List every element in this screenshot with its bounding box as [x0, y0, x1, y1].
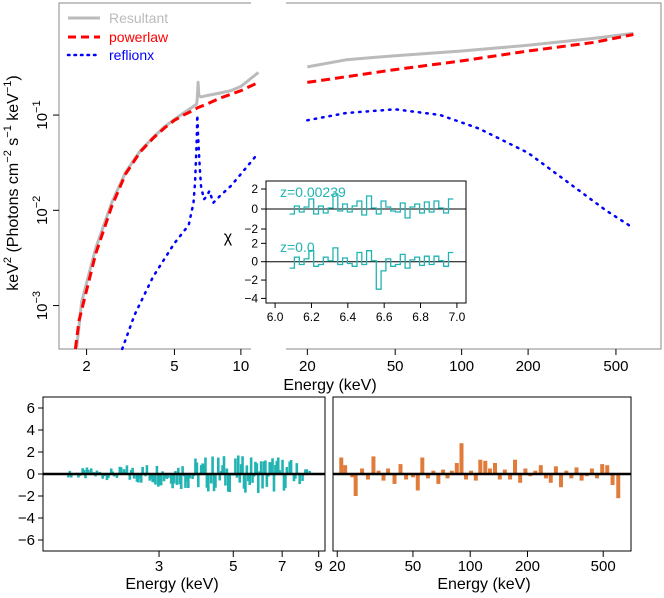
y-tick-label: 10−3 [31, 291, 51, 320]
series-powerlaw-line [73, 81, 260, 350]
inset-y-tick-label: 0 [251, 202, 258, 216]
series-powerlaw-line [307, 33, 634, 84]
spectrum-y-axis-label: keV2 (Photons cm−2 s−1 keV−1) [2, 75, 22, 290]
residuals-high-content: 20 50 100 200 500 [329, 443, 631, 575]
residuals-y-tick-label: −4 [18, 510, 35, 527]
inset-residual-step [289, 247, 454, 290]
residuals-y-tick-label: −2 [18, 488, 35, 505]
x-tick-label: 200 [516, 358, 541, 375]
residuals-low-content: 6 4 2 0 −2 −4 −6 3 5 7 9 [18, 400, 325, 575]
series-reflionx-line [120, 113, 260, 351]
residuals-high-x-tick-label: 20 [329, 558, 346, 575]
residuals-high-x-tick-label: 500 [591, 558, 616, 575]
residuals-high-x-axis-label: Energy (keV) [437, 576, 530, 593]
inset-frame [265, 180, 467, 304]
legend-label-reflionx: reflionx [109, 47, 154, 63]
legend-label-resultant: Resultant [109, 10, 168, 26]
spectrum-plot-frame [58, 2, 662, 350]
inset-x-tick-label: 6.0 [267, 310, 284, 324]
residuals-low-x-tick-label: 3 [155, 558, 163, 575]
residuals-high-x-tick-label: 50 [405, 558, 422, 575]
residuals-low-x-tick-label: 9 [315, 558, 323, 575]
inset-residual-step [289, 193, 454, 219]
inset-y-tick-label: 2 [251, 236, 258, 250]
inset-x-tick-label: 6.2 [303, 310, 320, 324]
residuals-low-panel: 6 4 2 0 −2 −4 −6 3 5 7 9 Energy (keV) [18, 396, 326, 593]
inset-content: z=0.00239 2 0 −2 z=0.0 2 0 −2 −4 6.0 6.2 6.4 6.6 6.8 7… [244, 182, 466, 324]
inset-y-tick-label: −2 [244, 222, 258, 236]
inset-panel-label: z=0.0 [280, 239, 315, 255]
spectrum-legend: Resultant powerlaw reflionx [66, 10, 169, 63]
series-resultant-line [307, 31, 634, 69]
residuals-high-panel: 20 50 100 200 500 Energy (keV) [329, 396, 632, 593]
inset-panel-label: z=0.00239 [280, 184, 346, 200]
residuals-low-x-tick-label: 5 [229, 558, 237, 575]
x-tick-label: 20 [299, 358, 316, 375]
residuals-high-x-tick-label: 100 [458, 558, 483, 575]
spectrum-curves [73, 31, 635, 351]
spectrum-x-axis-label: Energy (keV) [283, 377, 376, 394]
inset-x-tick-label: 7.0 [449, 310, 466, 324]
inset-x-tick-label: 6.4 [339, 310, 356, 324]
residuals-y-tick-label: 6 [27, 400, 35, 417]
y-tick-label: 10−1 [31, 100, 51, 129]
residuals-y-tick-label: −6 [18, 532, 35, 549]
legend-label-powerlaw: powerlaw [109, 29, 169, 45]
inset-x-tick-label: 6.8 [412, 310, 429, 324]
x-tick-label: 500 [603, 358, 628, 375]
spectrum-x-ticks: 2 5 10 20 50 100 200 500 [82, 349, 628, 375]
spectrum-panel: 2 5 10 20 50 100 200 500 10−310−210−1 Energy (k… [2, 2, 662, 394]
x-tick-label: 5 [170, 358, 178, 375]
residuals-y-tick-label: 0 [27, 466, 35, 483]
x-tick-label: 50 [387, 358, 404, 375]
x-tick-label: 100 [449, 358, 474, 375]
inset-y-axis-label: χ [224, 229, 233, 246]
x-tick-label: 10 [233, 358, 250, 375]
spectrum-y-ticks: 10−3 10−2 10−1 [31, 100, 59, 320]
series-resultant-line [75, 71, 260, 350]
inset-y-tick-label: −4 [244, 291, 258, 305]
y-tick-label: 10−2 [31, 196, 51, 225]
residuals-low-x-axis-label: Energy (keV) [125, 576, 218, 593]
x-tick-label: 2 [82, 358, 90, 375]
residuals-y-tick-label: 2 [27, 444, 35, 461]
residuals-high-x-tick-label: 200 [515, 558, 540, 575]
inset-y-tick-label: 2 [251, 182, 258, 196]
inset-panel: z=0.00239 2 0 −2 z=0.0 2 0 −2 −4 6.0 6.2 6.4 6.6 6.8 7… [224, 180, 467, 324]
inset-x-tick-label: 6.6 [376, 310, 393, 324]
inset-y-tick-label: 0 [251, 255, 258, 269]
inset-y-tick-label: −2 [244, 273, 258, 287]
residuals-low-x-tick-label: 7 [278, 558, 286, 575]
residuals-y-tick-label: 4 [27, 422, 35, 439]
